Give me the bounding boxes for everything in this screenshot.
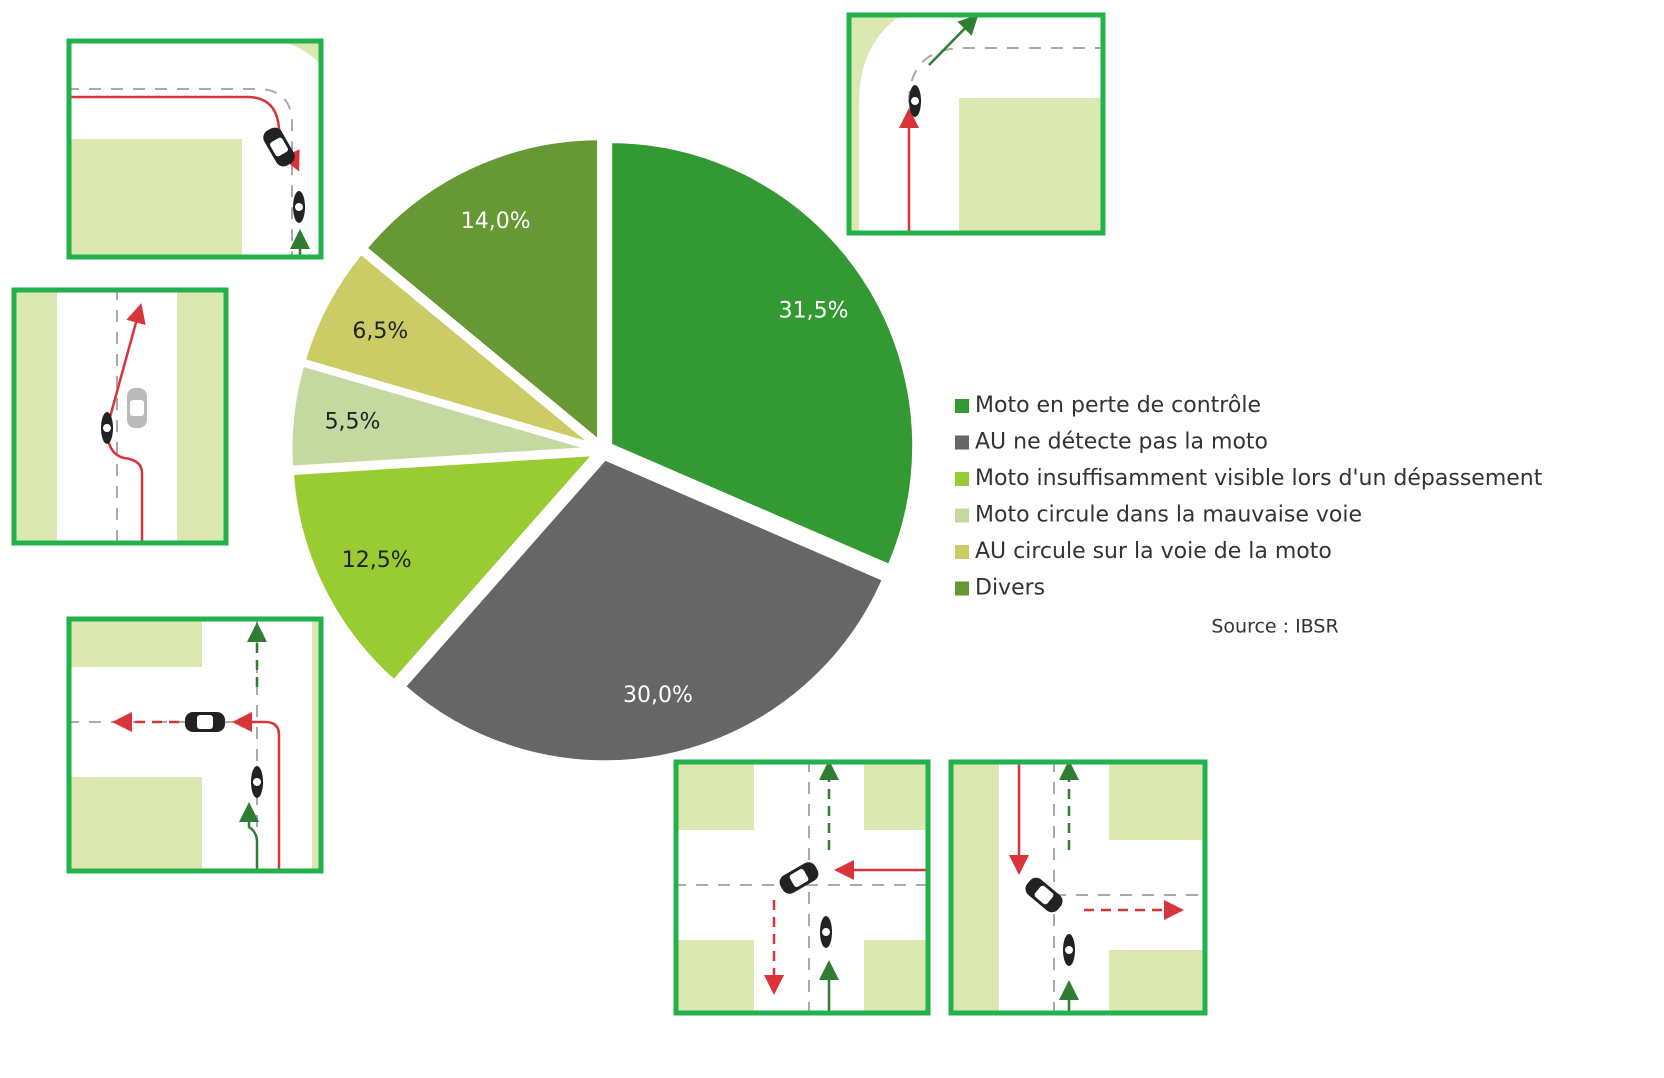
data-label: 5,5%	[325, 409, 381, 434]
illustration-frame	[11, 287, 229, 546]
car-window	[1034, 885, 1054, 905]
car	[127, 388, 147, 428]
pie-slice	[399, 454, 888, 766]
rider	[820, 926, 832, 938]
rider	[1063, 944, 1075, 956]
trajectory-arrow	[239, 802, 259, 873]
illustration	[674, 760, 930, 1015]
legend-swatch	[955, 472, 969, 486]
data-label: 12,5%	[342, 548, 412, 573]
pie-slice	[607, 138, 918, 571]
illustration	[12, 288, 228, 545]
legend-label: Moto insuffisamment visible lors d'un dé…	[975, 466, 1543, 491]
lane-line	[67, 88, 293, 259]
pie-slice	[299, 248, 598, 449]
car-window	[130, 400, 144, 416]
illustration-frame	[673, 759, 931, 1016]
legend-swatch	[955, 545, 969, 559]
source-note: Source : IBSR	[1211, 616, 1338, 638]
pie-slice	[361, 135, 603, 449]
trajectory-arrow	[232, 712, 281, 873]
illustration	[949, 760, 1207, 1015]
legend-label: AU circule sur la voie de la moto	[975, 539, 1332, 564]
illustration-frame	[66, 38, 324, 260]
rider	[101, 422, 113, 434]
car-window	[789, 869, 809, 887]
legend-swatch	[955, 508, 969, 523]
data-label: 14,0%	[461, 209, 531, 234]
illustration-frame	[66, 616, 324, 874]
car-window	[270, 137, 288, 157]
car	[185, 712, 225, 732]
illustration-frame	[846, 12, 1106, 236]
car	[263, 127, 295, 167]
rider	[909, 95, 921, 107]
illustration-frame	[948, 759, 1208, 1016]
data-label: 31,5%	[779, 299, 849, 324]
illustration	[67, 39, 323, 259]
legend-label: AU ne détecte pas la moto	[975, 430, 1268, 455]
rider	[251, 776, 263, 788]
pie-slice	[288, 450, 602, 686]
pie-slice	[287, 360, 596, 471]
legend-label: Moto en perte de contrôle	[975, 393, 1261, 418]
legend-label: Divers	[975, 576, 1045, 601]
data-label: 6,5%	[352, 319, 408, 344]
rider	[293, 201, 305, 213]
car-window	[197, 715, 213, 729]
data-label: 30,0%	[623, 683, 693, 708]
legend-swatch	[955, 435, 969, 450]
illustration	[847, 13, 1105, 235]
trajectory-arrow	[928, 14, 979, 66]
illustration	[67, 617, 323, 873]
car	[1025, 877, 1063, 913]
legend-swatch	[955, 399, 969, 413]
legend-swatch	[955, 581, 969, 596]
legend-label: Moto circule dans la mauvaise voie	[975, 503, 1362, 528]
car	[779, 862, 819, 894]
